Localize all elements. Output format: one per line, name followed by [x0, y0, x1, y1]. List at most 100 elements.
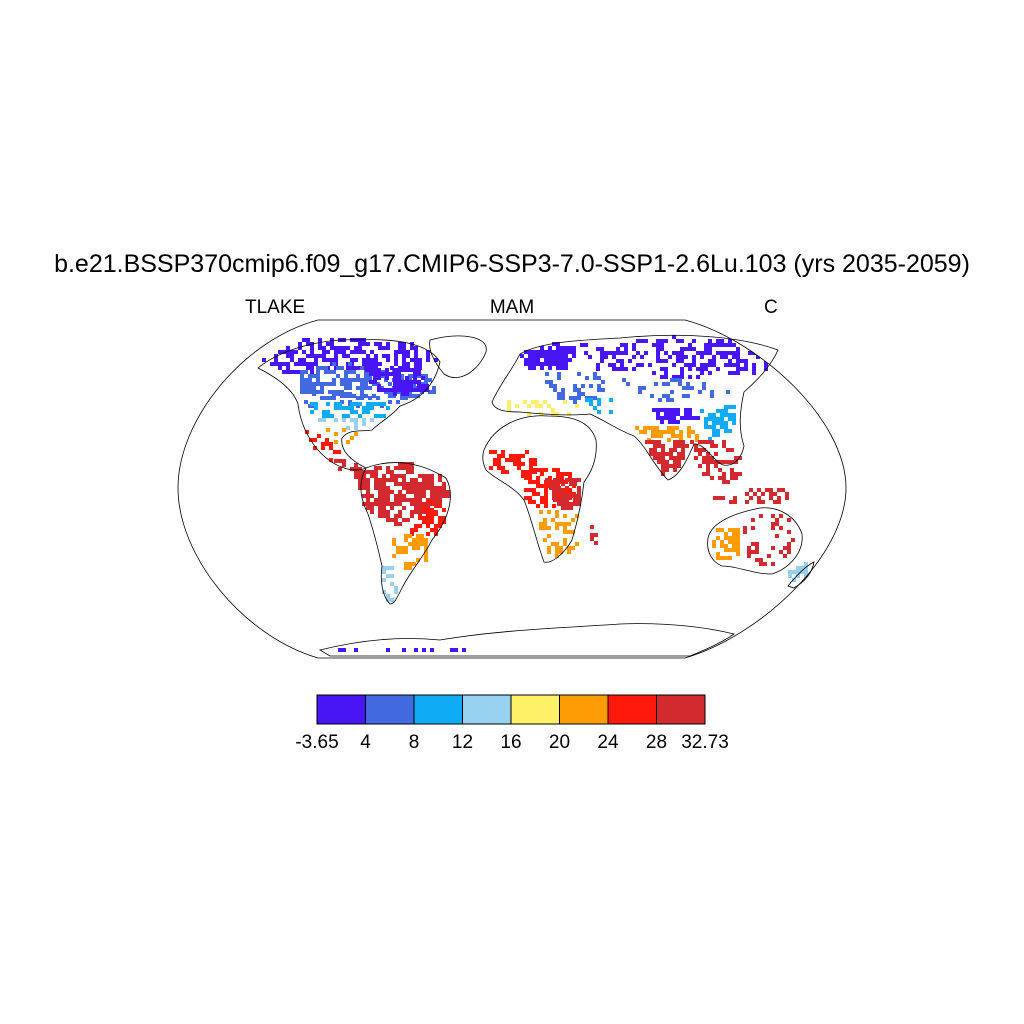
- lake-cell: [366, 402, 370, 406]
- lake-cell: [708, 347, 712, 351]
- lake-cell: [677, 452, 681, 456]
- lake-cell: [536, 484, 540, 488]
- lake-cell: [390, 598, 394, 602]
- lake-cell: [796, 574, 800, 578]
- lake-cell: [354, 432, 358, 436]
- lake-cell: [430, 520, 434, 524]
- lake-cell: [438, 520, 442, 524]
- lake-cell: [769, 488, 773, 492]
- lake-cell: [348, 378, 352, 382]
- lake-cell: [532, 362, 536, 366]
- lake-cell: [414, 648, 418, 652]
- lake-cell: [712, 425, 716, 429]
- lake-cell: [791, 538, 795, 542]
- lake-cell: [732, 548, 736, 552]
- lake-cell: [377, 388, 381, 392]
- lake-cell: [434, 358, 438, 362]
- lake-cell: [422, 648, 426, 652]
- lake-cell: [549, 380, 553, 384]
- lake-cell: [326, 358, 330, 362]
- lake-cell: [680, 355, 684, 359]
- lake-cell: [593, 406, 597, 410]
- region-australia-east: [712, 528, 740, 560]
- lake-cell: [286, 370, 290, 374]
- lake-cell: [765, 488, 769, 492]
- lake-cell: [702, 448, 706, 452]
- lake-cell: [724, 409, 728, 413]
- lake-cell: [321, 446, 325, 450]
- lake-cell: [706, 460, 710, 464]
- lake-cell: [354, 402, 358, 406]
- lake-cell: [414, 528, 418, 532]
- lake-cell: [532, 468, 536, 472]
- lake-cell: [372, 394, 376, 398]
- lake-cell: [334, 358, 338, 362]
- lake-cell: [761, 500, 765, 504]
- lake-cell: [326, 342, 330, 346]
- lake-cell: [626, 382, 630, 386]
- lake-cell: [390, 566, 394, 570]
- lake-cell: [680, 416, 684, 420]
- lake-cell: [686, 382, 690, 386]
- lake-cell: [336, 374, 340, 378]
- lake-cell: [716, 417, 720, 421]
- lake-cell: [382, 494, 386, 498]
- lake-cell: [661, 456, 665, 460]
- lake-cell: [751, 518, 755, 522]
- lake-cell: [736, 552, 740, 556]
- lake-cell: [286, 346, 290, 350]
- lake-cell: [532, 492, 536, 496]
- lake-cell: [406, 518, 410, 522]
- lake-cell: [653, 448, 657, 452]
- lake-cell: [708, 437, 712, 441]
- lake-cell: [424, 378, 428, 382]
- lake-cell: [386, 346, 390, 350]
- lake-cell: [308, 378, 312, 382]
- lake-cell: [434, 532, 438, 536]
- lake-cell: [320, 396, 324, 400]
- lake-cell: [660, 420, 664, 424]
- lake-cell: [532, 480, 536, 484]
- lake-cell: [329, 446, 333, 450]
- lake-cell: [377, 368, 381, 372]
- lake-cell: [560, 358, 564, 362]
- lake-cell: [418, 358, 422, 362]
- lake-cell: [426, 350, 430, 354]
- lake-cell: [553, 486, 557, 490]
- lake-cell: [489, 450, 493, 454]
- lake-cell: [348, 386, 352, 390]
- lake-cell: [385, 372, 389, 376]
- lake-cell: [404, 562, 408, 566]
- lake-cell: [426, 486, 430, 490]
- lake-cell: [328, 390, 332, 394]
- lake-cell: [360, 382, 364, 386]
- lake-cell: [398, 490, 402, 494]
- lake-cell: [560, 366, 564, 370]
- lake-cell: [668, 412, 672, 416]
- lake-cell: [402, 342, 406, 346]
- lake-cell: [397, 368, 401, 372]
- lake-cell: [771, 522, 775, 526]
- lake-cell: [325, 442, 329, 446]
- lake-cell: [366, 482, 370, 486]
- lake-cell: [378, 506, 382, 510]
- lake-cell: [424, 538, 428, 542]
- lake-cell: [462, 648, 466, 652]
- lake-cell: [706, 440, 710, 444]
- region-eastern-europe: [545, 372, 605, 404]
- lake-cell: [749, 488, 753, 492]
- lake-cell: [556, 350, 560, 354]
- lake-cell: [528, 480, 532, 484]
- lake-cell: [493, 450, 497, 454]
- lake-cell: [344, 378, 348, 382]
- lake-cell: [620, 359, 624, 363]
- lake-cell: [322, 410, 326, 414]
- lake-cell: [600, 351, 604, 355]
- lake-cell: [597, 384, 601, 388]
- lake-cell: [702, 472, 706, 476]
- lake-cell: [302, 338, 306, 342]
- lake-cell: [374, 502, 378, 506]
- lake-cell: [555, 526, 559, 530]
- lake-cell: [406, 462, 410, 466]
